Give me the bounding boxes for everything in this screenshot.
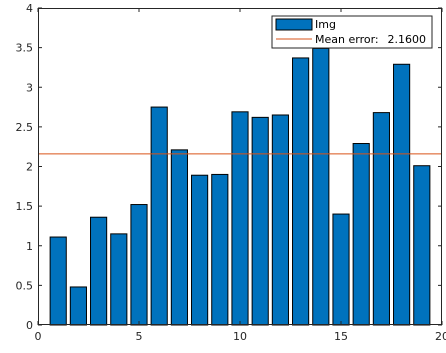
y-tick-label: 0 (26, 319, 33, 332)
x-tick-label: 15 (334, 330, 348, 343)
y-tick-label: 4 (26, 2, 33, 15)
bar-10 (231, 111, 249, 326)
bar-19 (413, 165, 431, 326)
legend-label-mean-error: Mean error: (315, 33, 379, 46)
bar-1 (49, 236, 67, 326)
bar-3 (90, 216, 108, 326)
y-tick-label: 2 (26, 161, 33, 174)
y-tick-label: 2.5 (16, 121, 34, 134)
y-tick-label: 3.5 (16, 42, 34, 55)
bar-5 (130, 204, 148, 326)
y-tick-label: 0.5 (16, 279, 34, 292)
y-tick-label: 3 (26, 81, 33, 94)
y-tick-label: 1 (26, 240, 33, 253)
bar-15 (332, 213, 350, 326)
bar-12 (271, 114, 289, 326)
bar-17 (372, 112, 390, 326)
axes-group: 0 5 10 15 20 0 0.5 1 1.5 2 2.5 3 3.5 4 (16, 2, 446, 343)
x-tick-label: 10 (233, 330, 247, 343)
bar-4 (110, 233, 128, 326)
bar-8 (191, 174, 209, 326)
bar-13 (292, 57, 310, 326)
bar-14 (312, 47, 330, 326)
bar-11 (251, 116, 269, 326)
bar-2 (69, 286, 87, 326)
legend-label-img: Img (315, 18, 336, 31)
bar-18 (393, 63, 411, 326)
legend-mean-error-value: 2.1600 (388, 33, 427, 46)
bar-9 (211, 173, 229, 326)
bar-6 (150, 106, 168, 326)
legend: Img Mean error: 2.1600 (271, 15, 433, 49)
y-tick-label: 1.5 (16, 200, 34, 213)
legend-swatch-img (275, 18, 313, 31)
x-tick-label: 0 (35, 330, 42, 343)
x-tick-label: 20 (435, 330, 446, 343)
x-tick-label: 5 (136, 330, 143, 343)
bar-7 (170, 149, 188, 326)
bar-16 (352, 143, 370, 326)
